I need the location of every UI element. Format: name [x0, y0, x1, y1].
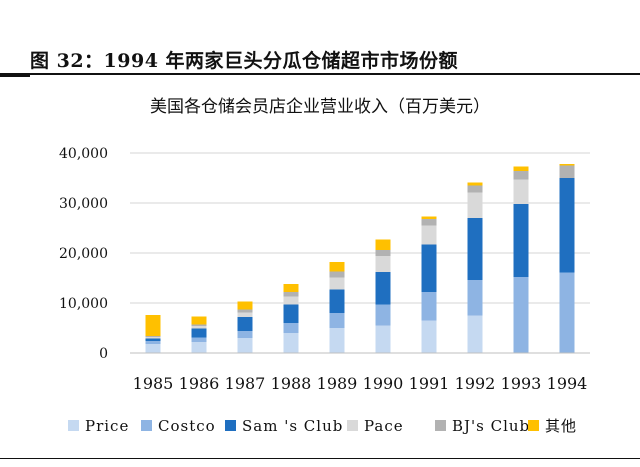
bar-segment [375, 325, 391, 353]
legend-label: Costco [158, 417, 216, 435]
title-rule-accent [0, 73, 30, 77]
bar-segment [421, 216, 437, 219]
bars [145, 164, 575, 353]
bar-segment [145, 344, 161, 353]
bar-segment [283, 284, 299, 292]
legend-swatch [68, 420, 79, 431]
bar-segment [513, 204, 529, 277]
bar-segment [329, 328, 345, 353]
bar-segment [375, 304, 391, 326]
bar-segment [513, 179, 529, 204]
bar-segment [237, 317, 253, 331]
x-tick-label: 1987 [225, 374, 266, 393]
x-tick-label: 1990 [363, 374, 404, 393]
bar-segment [467, 280, 483, 316]
legend-label: BJ's Club [452, 417, 530, 435]
x-tick-label: 1988 [271, 374, 312, 393]
bar-segment [421, 219, 437, 226]
bar-segment [191, 316, 207, 325]
bar-segment [421, 320, 437, 353]
y-axis-labels: 0 10,000 20,000 30,000 40,000 [59, 146, 108, 362]
bar-segment [237, 338, 253, 353]
chart-title: 美国各仓储会员店企业营业收入（百万美元） [150, 97, 490, 117]
bottom-rule [0, 458, 640, 459]
figure-title: 图 32：1994 年两家巨头分瓜仓储超市市场份额 [30, 50, 459, 72]
legend-label: Pace [364, 417, 404, 435]
bar-segment [329, 277, 345, 290]
bar-segment [145, 338, 161, 341]
bar-segment [467, 315, 483, 353]
bar-segment [237, 309, 253, 313]
bar-segment [513, 171, 529, 180]
legend-label: 其他 [545, 417, 577, 435]
x-axis-labels: 1985 1986 1987 1988 1989 1990 1991 1992 1993 1994 [133, 374, 588, 393]
x-tick-label: 1986 [179, 374, 220, 393]
bar-segment [375, 239, 391, 250]
bar-segment [283, 323, 299, 333]
y-tick-label: 10,000 [59, 296, 108, 312]
bar-segment [237, 301, 253, 310]
bar-segment [559, 165, 575, 178]
bar-segment [283, 333, 299, 353]
bar-segment [467, 185, 483, 193]
gridlines [130, 152, 590, 304]
legend: Price Costco Sam 's Club Pace BJ's Club 其他 [68, 417, 577, 435]
legend-swatch [225, 420, 236, 431]
bar-segment [283, 292, 299, 297]
bar-segment [467, 182, 483, 186]
bar-segment [375, 250, 391, 256]
bar-segment [145, 315, 161, 336]
bar-segment [467, 218, 483, 280]
x-tick-label: 1992 [455, 374, 496, 393]
x-tick-label: 1991 [409, 374, 450, 393]
bar-segment [559, 272, 575, 353]
bar-segment [283, 304, 299, 323]
bar-segment [329, 289, 345, 313]
bar-segment [145, 341, 161, 344]
bar-segment [237, 312, 253, 317]
x-tick-label: 1985 [133, 374, 174, 393]
legend-swatch [141, 420, 152, 431]
bar-segment [513, 166, 529, 171]
title-rule [0, 73, 640, 75]
y-tick-label: 40,000 [59, 146, 108, 162]
bar-segment [375, 256, 391, 272]
bar-segment [191, 324, 207, 326]
bar-segment [283, 296, 299, 305]
bar-segment [329, 262, 345, 272]
legend-swatch [528, 420, 539, 431]
bar-segment [559, 178, 575, 273]
legend-swatch [435, 420, 446, 431]
bar-segment [421, 244, 437, 292]
bar-segment [421, 225, 437, 245]
bar-segment [191, 328, 207, 338]
bar-segment [329, 313, 345, 328]
legend-label: Sam 's Club [242, 417, 343, 435]
bar-segment [191, 326, 207, 329]
bar-segment [375, 272, 391, 305]
bar-segment [513, 277, 529, 353]
legend-swatch [347, 420, 358, 431]
bar-segment [191, 337, 207, 342]
bar-segment [237, 331, 253, 338]
bar-segment [421, 292, 437, 321]
bar-segment [191, 342, 207, 353]
bar-segment [467, 192, 483, 218]
bar-segment [145, 337, 161, 339]
y-tick-label: 20,000 [59, 246, 108, 262]
x-tick-label: 1989 [317, 374, 358, 393]
y-tick-label: 0 [99, 346, 108, 362]
y-tick-label: 30,000 [59, 196, 108, 212]
bar-segment [559, 164, 575, 166]
bar-segment [145, 336, 161, 337]
x-tick-label: 1994 [547, 374, 588, 393]
bar-segment [329, 271, 345, 278]
x-tick-label: 1993 [501, 374, 542, 393]
legend-label: Price [85, 417, 129, 435]
